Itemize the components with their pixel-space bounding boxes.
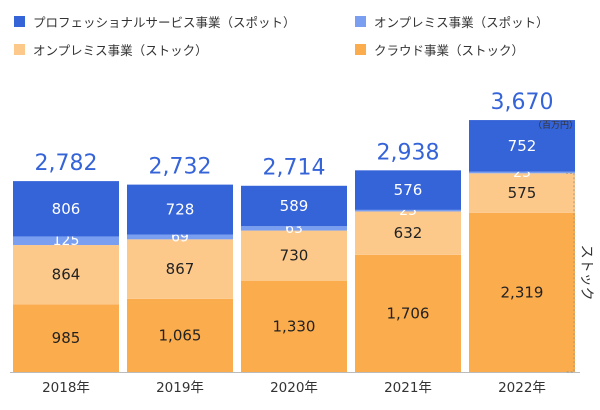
unit-label: （百万円） bbox=[533, 120, 578, 131]
bar-segment bbox=[469, 171, 575, 174]
legend-swatch bbox=[355, 16, 366, 27]
bar-segment bbox=[241, 226, 347, 231]
bar-segment bbox=[127, 298, 233, 372]
bar-segment bbox=[469, 120, 575, 172]
legend-swatch bbox=[14, 44, 25, 55]
data-label: 728 bbox=[166, 201, 195, 219]
data-label: 864 bbox=[52, 266, 81, 284]
x-tick-label: 2020年 bbox=[270, 380, 318, 396]
legend-swatch bbox=[355, 44, 366, 55]
bar-segment bbox=[469, 173, 575, 213]
bar-segment bbox=[13, 245, 119, 305]
data-label: 632 bbox=[394, 224, 423, 242]
legend-label: クラウド事業（ストック） bbox=[374, 43, 525, 58]
data-label: 575 bbox=[508, 184, 537, 202]
stock-bracket-label: ストック bbox=[578, 245, 594, 301]
bar-segment bbox=[241, 280, 347, 372]
bar-segment bbox=[241, 230, 347, 281]
legend: プロフェッショナルサービス事業（スポット） オンプレミス事業（スポット） オンプ… bbox=[14, 8, 594, 64]
legend-label: プロフェッショナルサービス事業（スポット） bbox=[33, 15, 296, 30]
legend-swatch bbox=[14, 16, 25, 27]
bar-segment bbox=[355, 254, 461, 372]
legend-label: オンプレミス事業（スポット） bbox=[374, 15, 549, 30]
x-tick-label: 2022年 bbox=[498, 380, 546, 396]
bar-segment bbox=[355, 170, 461, 210]
data-label: 730 bbox=[280, 247, 309, 265]
stock-bracket bbox=[566, 172, 575, 373]
data-label: 806 bbox=[52, 200, 81, 218]
bar-segment bbox=[469, 212, 575, 372]
legend-item-onprem-stock: オンプレミス事業（ストック） bbox=[14, 40, 208, 59]
bar-segment bbox=[355, 211, 461, 255]
bar-segment bbox=[13, 304, 119, 372]
data-label: 1,706 bbox=[387, 304, 430, 322]
data-label: 985 bbox=[52, 329, 81, 347]
data-label: 867 bbox=[166, 260, 195, 278]
bar-segment bbox=[127, 239, 233, 299]
data-label: 752 bbox=[508, 137, 537, 155]
x-tick-label: 2018年 bbox=[42, 380, 90, 396]
data-label: 1,330 bbox=[273, 317, 316, 335]
x-tick-label: 2019年 bbox=[156, 380, 204, 396]
total-label: 2,714 bbox=[263, 156, 326, 181]
bar-segment bbox=[241, 185, 347, 227]
total-label: 2,782 bbox=[35, 151, 98, 176]
bar-segment bbox=[13, 181, 119, 237]
legend-item-cloud-stock: クラウド事業（ストック） bbox=[355, 40, 524, 59]
data-label: 125 bbox=[53, 233, 80, 249]
legend-item-professional-spot: プロフェッショナルサービス事業（スポット） bbox=[14, 12, 296, 31]
total-label: 2,938 bbox=[377, 140, 440, 165]
bar-segment bbox=[13, 236, 119, 246]
x-tick-label: 2021年 bbox=[384, 380, 432, 396]
data-label: 576 bbox=[394, 181, 423, 199]
data-label: 1,065 bbox=[159, 326, 202, 344]
legend-item-onprem-spot: オンプレミス事業（スポット） bbox=[355, 12, 549, 31]
bar-segment bbox=[127, 234, 233, 240]
bar-segment bbox=[127, 184, 233, 235]
legend-label: オンプレミス事業（ストック） bbox=[33, 43, 208, 58]
total-label: 2,732 bbox=[149, 154, 212, 179]
data-label: 589 bbox=[280, 197, 309, 215]
total-label: 3,670 bbox=[491, 90, 554, 115]
data-label: 2,319 bbox=[501, 283, 544, 301]
bar-segment bbox=[355, 209, 461, 212]
